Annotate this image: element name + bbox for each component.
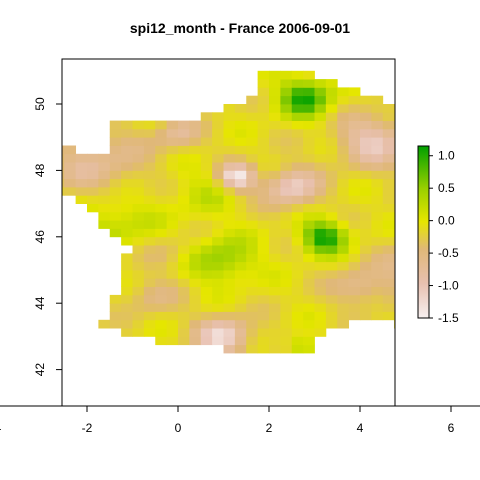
x-tick-label: 4 xyxy=(357,421,364,435)
colorbar-tick-label: 0.5 xyxy=(438,181,455,195)
colorbar-axis: 1.0 0.5 0.0 -0.5 -1.0 -1.5 xyxy=(429,149,459,325)
spi-raster xyxy=(62,70,395,354)
colorbar-tick-label: -1.5 xyxy=(438,311,459,325)
colorbar-tick-label: 1.0 xyxy=(438,149,455,163)
colorbar-tick-label: 0.0 xyxy=(438,214,455,228)
y-axis: 42 44 46 48 50 xyxy=(33,97,63,377)
x-tick-label: 2 xyxy=(266,421,273,435)
x-tick-label: 0 xyxy=(175,421,182,435)
colorbar-tick-label: -1.0 xyxy=(438,279,459,293)
x-tick-label: -4 xyxy=(0,421,2,435)
y-tick-label: 44 xyxy=(33,296,47,310)
x-tick-label: -2 xyxy=(82,421,93,435)
y-tick-label: 50 xyxy=(33,97,47,111)
y-tick-label: 48 xyxy=(33,163,47,177)
y-tick-label: 42 xyxy=(33,363,47,377)
y-tick-label: 46 xyxy=(33,230,47,244)
x-axis: -4-202468 xyxy=(0,405,480,435)
colorbar xyxy=(417,145,430,319)
x-tick-label: 6 xyxy=(448,421,455,435)
map-title: spi12_month - France 2006-09-01 xyxy=(129,20,351,36)
colorbar-tick-label: -0.5 xyxy=(438,246,459,260)
